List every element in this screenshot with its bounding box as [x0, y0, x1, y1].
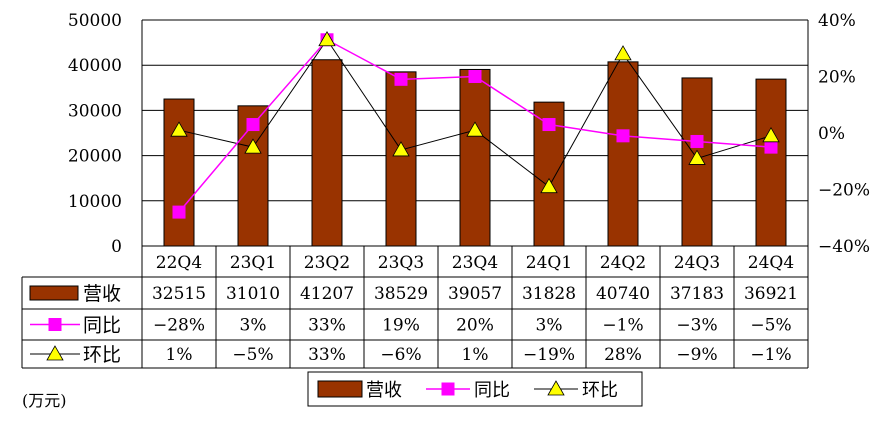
- table-cell: −3%: [676, 316, 717, 336]
- x-tick-label: 24Q3: [674, 253, 720, 273]
- legend-box: [307, 371, 643, 407]
- table-cell: 28%: [604, 345, 642, 365]
- table-cell: 40740: [596, 284, 650, 304]
- table-key-qoq-marker: [46, 345, 64, 361]
- y-left-tick-label: 10000: [68, 192, 122, 212]
- table-cell: 37183: [670, 284, 724, 304]
- table-cell: 33%: [308, 316, 346, 336]
- revenue-bar: [607, 61, 639, 247]
- table-cell: −5%: [232, 345, 273, 365]
- x-tick-label: 24Q4: [748, 253, 794, 273]
- yoy-marker: [690, 134, 704, 148]
- revenue-bar: [385, 71, 417, 247]
- y-left-tick-label: 0: [111, 237, 122, 257]
- qoq-marker: [392, 141, 410, 157]
- table-cell: 31010: [226, 284, 280, 304]
- y-left-tick-label: 50000: [68, 11, 122, 31]
- x-tick-label: 23Q4: [452, 253, 498, 273]
- table-cell: 20%: [456, 316, 494, 336]
- qoq-marker: [244, 138, 262, 154]
- table-cell: −5%: [750, 316, 791, 336]
- qoq-marker: [762, 127, 780, 143]
- table-cell: −19%: [523, 345, 575, 365]
- legend-label-yoy: 同比: [474, 380, 510, 401]
- yoy-marker: [246, 118, 260, 132]
- x-tick-label: 24Q1: [526, 253, 572, 273]
- line-series: [170, 30, 780, 219]
- table-cell: −1%: [750, 345, 791, 365]
- yoy-marker: [394, 72, 408, 86]
- table-cell: −28%: [153, 316, 205, 336]
- y-left-tick-label: 30000: [68, 101, 122, 121]
- table-key-revenue: [29, 285, 79, 301]
- y-right-tick-label: −20%: [818, 181, 870, 201]
- qoq-marker: [540, 177, 558, 194]
- y-right-tick-label: 40%: [818, 11, 856, 31]
- x-tick-label: 23Q2: [304, 253, 350, 273]
- table-cell: 39057: [448, 284, 502, 304]
- legend: 营收 同比 环比: [307, 371, 643, 407]
- qoq-marker: [614, 45, 632, 61]
- legend-key-yoy-marker: [441, 382, 455, 396]
- table-cell: 38529: [374, 284, 428, 304]
- table-cell: 3%: [240, 316, 267, 336]
- table-cell: −9%: [676, 345, 717, 365]
- table-key-yoy-marker: [48, 318, 62, 331]
- y-left-tick-label: 40000: [68, 56, 122, 76]
- y-right-tick-label: 20%: [818, 68, 856, 88]
- y-left-tick-label: 20000: [68, 147, 122, 167]
- revenue-bar: [163, 98, 195, 247]
- yoy-marker: [468, 70, 482, 83]
- qoq-marker: [170, 121, 188, 137]
- revenue-bar: [311, 59, 343, 247]
- table-cell: 19%: [382, 316, 420, 336]
- legend-key-revenue: [317, 380, 363, 398]
- table-cell: 1%: [166, 345, 193, 365]
- table-cell: 3%: [536, 316, 563, 336]
- unit-label: (万元): [22, 391, 67, 410]
- yoy-marker: [172, 205, 186, 219]
- qoq-marker: [466, 121, 484, 137]
- legend-label-revenue: 营收: [366, 380, 402, 401]
- legend-label-qoq: 环比: [582, 380, 618, 401]
- table-cell: 41207: [300, 284, 354, 304]
- x-tick-label: 24Q2: [600, 253, 646, 273]
- table-cell: 1%: [462, 345, 489, 365]
- axes: 0 10000 20000 30000 40000 50000 −40% −20% 0% 20% 4…: [68, 11, 870, 257]
- qoq-marker: [318, 30, 336, 47]
- revenue-bar: [459, 68, 491, 247]
- table-row-label: 营收: [83, 283, 121, 305]
- yoy-marker: [542, 118, 556, 132]
- yoy-marker: [616, 129, 630, 143]
- qoq-marker: [688, 149, 706, 165]
- data-table: 22Q4 23Q1 23Q2 23Q3 23Q4 24Q1 24Q2 24Q3 24Q4 营收 32…: [21, 245, 809, 369]
- table-row-label: 环比: [83, 344, 121, 366]
- table-cell: 32515: [152, 284, 206, 304]
- x-tick-label: 23Q1: [230, 253, 276, 273]
- table-cell: −6%: [380, 345, 421, 365]
- legend-key-qoq-marker: [547, 380, 565, 396]
- y-right-tick-label: −40%: [818, 237, 870, 257]
- x-tick-label: 23Q3: [378, 253, 424, 273]
- table-cell: −1%: [602, 316, 643, 336]
- yoy-marker: [764, 140, 778, 154]
- table-row-label: 同比: [83, 315, 121, 337]
- table-cell: 33%: [308, 345, 346, 365]
- y-right-tick-label: 0%: [818, 124, 845, 144]
- x-tick-label: 22Q4: [156, 253, 202, 273]
- revenue-bar: [755, 78, 787, 247]
- table-cell: 36921: [744, 284, 798, 304]
- table-cell: 31828: [522, 284, 576, 304]
